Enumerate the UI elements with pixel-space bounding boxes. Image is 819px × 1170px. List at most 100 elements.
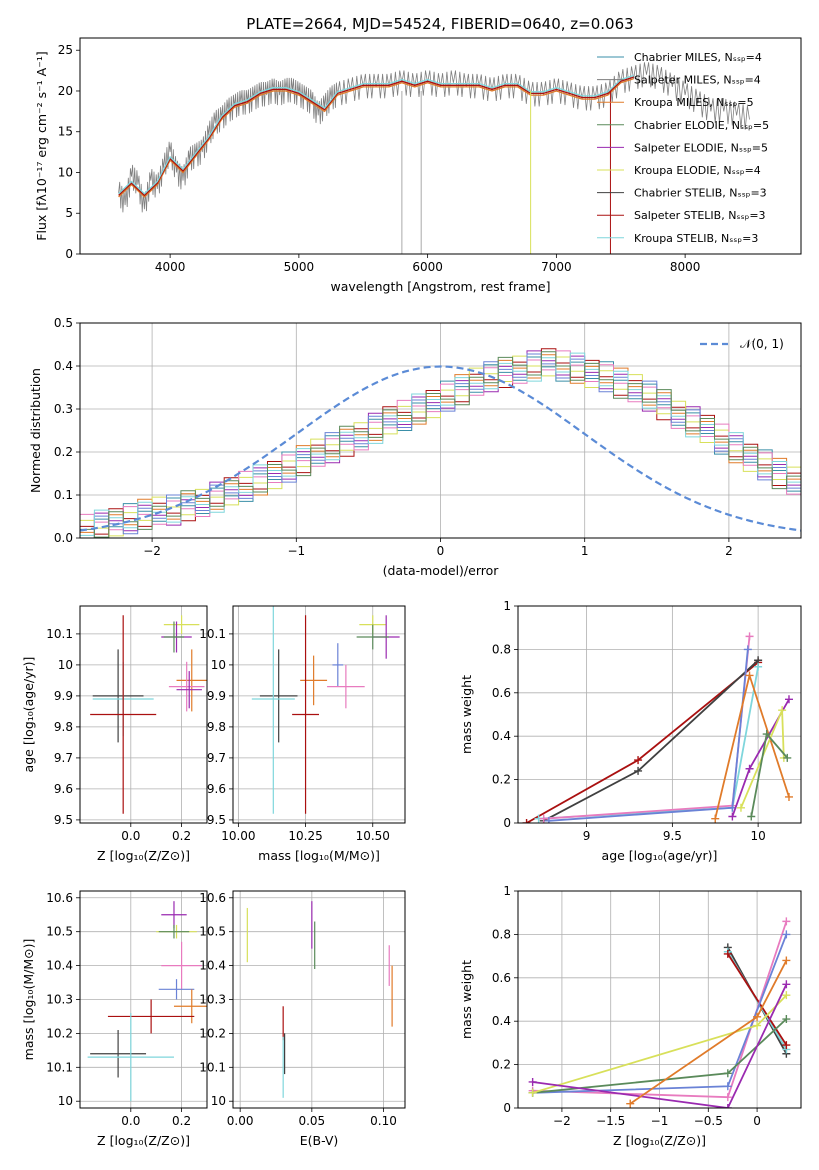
x-tick-label: 10.25 — [288, 829, 322, 843]
weight-marker — [736, 803, 745, 812]
weight-marker — [782, 980, 791, 989]
weight-line — [532, 983, 788, 1108]
plot-area — [522, 632, 793, 823]
x-tick-label: 9.5 — [663, 829, 682, 843]
plot-area — [90, 615, 207, 814]
x-tick-label: 0.2 — [172, 1114, 191, 1128]
y-tick-label: 0.0 — [54, 531, 73, 545]
y-tick-label: 10.3 — [199, 993, 226, 1007]
y-tick-label: 0.4 — [492, 729, 511, 743]
weight-marker — [782, 1015, 791, 1024]
y-tick-label: 0.6 — [492, 686, 511, 700]
weight-marker — [723, 1093, 732, 1102]
y-tick-label: 0.8 — [492, 927, 511, 941]
spectrum-model-line — [118, 78, 634, 198]
legend-label: Kroupa STELIB, Nₛₛₚ=3 — [634, 232, 758, 245]
weight-line — [543, 659, 759, 822]
y-tick-label: 10.1 — [199, 1060, 226, 1074]
plot-area — [528, 917, 791, 1108]
x-tick-label: −0.5 — [694, 1114, 723, 1128]
y-tick-label: 0 — [503, 816, 511, 830]
y-tick-label: 10.5 — [46, 925, 73, 939]
y-tick-label: 10.4 — [46, 959, 73, 973]
x-tick-label: −1.5 — [596, 1114, 625, 1128]
x-tick-label: 0.00 — [227, 1114, 254, 1128]
weight-marker — [634, 766, 643, 775]
x-axis-label: wavelength [Angstrom, rest frame] — [330, 279, 550, 294]
y-tick-label: 10 — [211, 658, 226, 672]
x-tick-label: 2 — [725, 544, 733, 558]
y-tick-label: 10.5 — [199, 925, 226, 939]
y-tick-label: 0.2 — [492, 773, 511, 787]
legend-label: Salpeter MILES, Nₛₛₚ=4 — [634, 74, 761, 87]
weight-line — [548, 649, 749, 822]
mass-vs-ebv-panel: 0.00 0.05 0.10 10 10.1 10.2 10.3 10.4 10.5 10.6 E(… — [199, 890, 406, 1148]
axes-frame — [232, 605, 406, 824]
x-tick-label: 4000 — [155, 260, 186, 274]
weight-marker — [783, 753, 792, 762]
x-tick-label: 10.50 — [356, 829, 390, 843]
y-tick-label: 9.6 — [207, 782, 226, 796]
axes-frame — [517, 605, 802, 824]
y-tick-label: 9.8 — [54, 720, 73, 734]
weight-marker — [528, 1088, 537, 1097]
axes-frame — [79, 37, 802, 255]
figure-title: PLATE=2664, MJD=54524, FIBERID=0640, z=0… — [246, 15, 633, 33]
weight-marker — [762, 730, 771, 739]
plot-area — [246, 901, 393, 1098]
plot-area — [87, 901, 207, 1102]
weight-marker — [754, 662, 763, 671]
x-tick-label: 5000 — [284, 260, 315, 274]
y-tick-label: 9.7 — [207, 751, 226, 765]
weight-marker — [784, 695, 793, 704]
weight-marker — [782, 1041, 791, 1050]
legend-label: 𝒩(0, 1) — [740, 337, 784, 351]
plot-area — [251, 606, 400, 814]
y-tick-label: 10.3 — [46, 993, 73, 1007]
y-axis-label: mass weight — [459, 675, 474, 754]
y-tick-label: 10.6 — [199, 891, 226, 905]
x-tick-label: 7000 — [541, 260, 572, 274]
x-tick-label: −2 — [553, 1114, 571, 1128]
legend-label: Chabrier MILES, Nₛₛₚ=4 — [634, 51, 762, 64]
y-tick-label: 15 — [58, 125, 73, 139]
spectrum-model-line — [118, 76, 634, 197]
x-axis-label: E(B-V) — [300, 1133, 339, 1148]
histogram-step — [80, 352, 801, 536]
y-tick-label: 0.6 — [492, 971, 511, 985]
y-tick-label: 0.5 — [54, 316, 73, 330]
weight-line — [543, 636, 751, 820]
legend-label: Kroupa MILES, Nₛₛₚ=5 — [634, 96, 754, 109]
x-tick-label: 10 — [750, 829, 765, 843]
y-tick-label: 10 — [211, 1094, 226, 1108]
weight-marker — [711, 814, 720, 823]
weight-marker — [544, 816, 553, 823]
y-tick-label: 25 — [58, 43, 73, 57]
y-axis-label: age [log₁₀(age/yr)] — [21, 657, 36, 773]
x-tick-label: 0.2 — [172, 829, 191, 843]
x-tick-label: 9 — [583, 829, 591, 843]
y-tick-label: 0.4 — [54, 359, 73, 373]
spectrum-model-line — [118, 74, 634, 195]
y-tick-label: 0.2 — [54, 445, 73, 459]
y-tick-label: 0.1 — [54, 488, 73, 502]
weight-line — [727, 953, 788, 1046]
x-tick-label: 0.0 — [121, 1114, 140, 1128]
y-tick-label: 9.7 — [54, 751, 73, 765]
axes-frame — [79, 605, 208, 824]
y-tick-label: 9.8 — [207, 720, 226, 734]
y-tick-label: 20 — [58, 84, 73, 98]
y-axis-label: mass [log₁₀(M/M⊙)] — [21, 939, 36, 1061]
weight-marker — [745, 632, 754, 641]
weight-line — [526, 661, 759, 823]
y-tick-label: 0.4 — [492, 1014, 511, 1028]
y-tick-label: 10.1 — [46, 1060, 73, 1074]
y-tick-label: 0.3 — [54, 402, 73, 416]
weight-marker — [782, 956, 791, 965]
x-tick-label: 0 — [437, 544, 445, 558]
weight-marker — [728, 812, 737, 821]
x-axis-label: mass [log₁₀(M/M⊙)] — [258, 848, 380, 863]
y-tick-label: 9.9 — [207, 689, 226, 703]
weight-marker — [753, 1012, 762, 1021]
